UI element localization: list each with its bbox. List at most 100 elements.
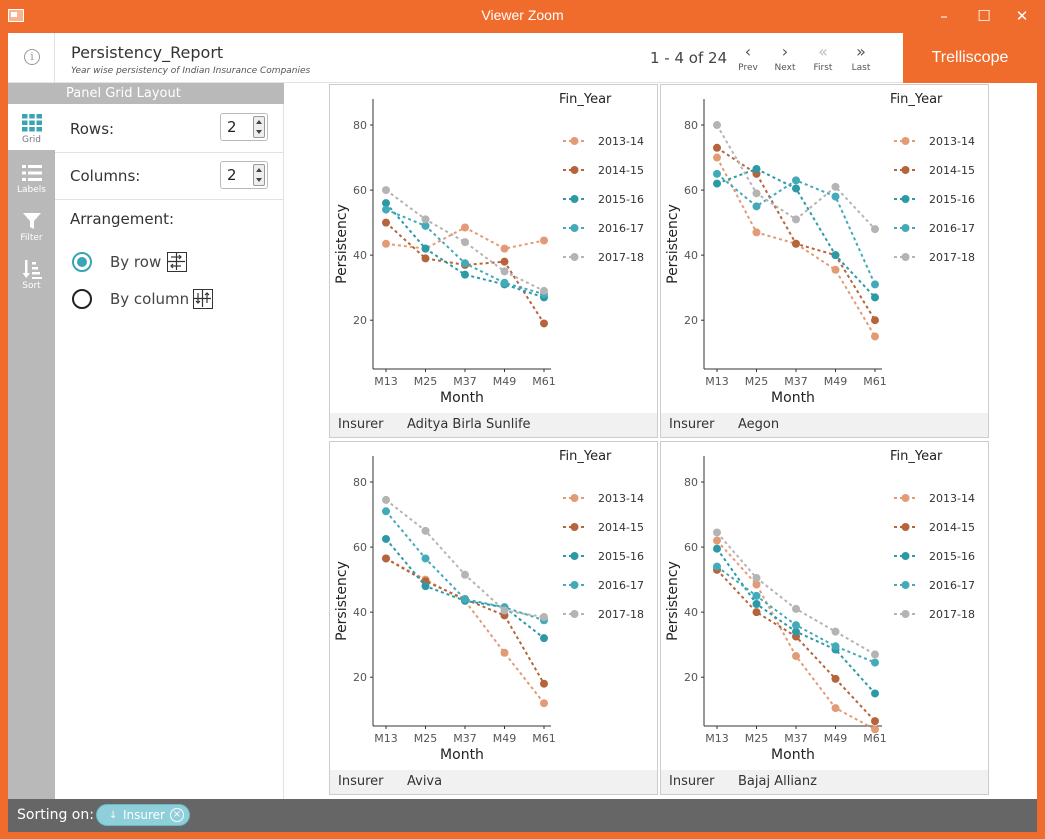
rows-stepper[interactable]	[253, 116, 265, 138]
legend-title: Fin_Year	[890, 92, 943, 107]
legend-entry: 2013-14	[598, 492, 644, 505]
legend-swatch-point	[901, 137, 910, 145]
sidebar-item-filter[interactable]: Filter	[8, 202, 55, 248]
data-point	[461, 595, 469, 604]
next-button[interactable]: › Next	[767, 41, 803, 81]
data-point	[421, 215, 430, 224]
data-point	[871, 316, 879, 325]
legend-entry: 2016-17	[598, 579, 644, 592]
rows-input[interactable]: 2	[220, 113, 268, 141]
x-axis-label: Month	[771, 747, 815, 763]
data-point	[752, 608, 761, 617]
panel-0[interactable]: 20 40 60 80 M13 M25 M37 M49 M61 Month Persistency F…	[329, 84, 658, 438]
data-point	[500, 278, 509, 287]
line-chart: 20 40 60 80 M13 M25 M37 M49 M61 Month Persistency F…	[665, 449, 975, 763]
series-line	[385, 557, 545, 704]
x-tick-label: M61	[532, 375, 556, 388]
panel-3[interactable]: 20 40 60 80 M13 M25 M37 M49 M61 Month Persistency F…	[660, 441, 989, 795]
x-axis-label: Month	[440, 390, 484, 406]
y-tick-label: 20	[353, 671, 367, 684]
panel-label-key: Insurer	[669, 417, 715, 432]
y-axis-label: Persistency	[334, 561, 350, 641]
by-row-label[interactable]: By row	[110, 253, 162, 271]
data-point	[792, 604, 800, 613]
by-column-radio[interactable]	[72, 289, 92, 309]
data-point	[421, 582, 430, 591]
y-axis-label: Persistency	[665, 561, 681, 641]
last-button[interactable]: » Last	[843, 41, 879, 81]
y-axis-label: Persistency	[665, 204, 681, 284]
sort-icon	[21, 258, 43, 280]
data-point	[461, 238, 469, 247]
panel-2[interactable]: 20 40 60 80 M13 M25 M37 M49 M61 Month Persistency F…	[329, 441, 658, 795]
info-icon[interactable]: i	[24, 49, 40, 65]
data-point	[831, 192, 840, 201]
first-label: First	[813, 63, 833, 73]
by-column-label[interactable]: By column	[110, 290, 190, 308]
close-button[interactable]: ✕	[1015, 7, 1029, 25]
data-point	[421, 244, 430, 253]
panel-grid: 20 40 60 80 M13 M25 M37 M49 M61 Month Persistency F…	[284, 84, 1037, 799]
divider	[55, 152, 283, 153]
legend-entry: 2013-14	[929, 492, 975, 505]
data-point	[831, 627, 840, 636]
data-point	[421, 221, 430, 230]
data-point	[382, 186, 390, 195]
sidebar-rail: Grid Labels Filter	[8, 104, 55, 799]
report-description: Year wise persistency of Indian Insuranc…	[71, 66, 311, 76]
prev-button[interactable]: ‹ Prev	[730, 41, 766, 81]
sidebar-item-labels[interactable]: Labels	[8, 154, 55, 200]
legend-entry: 2013-14	[598, 135, 644, 148]
sort-chip-insurer[interactable]: ↓ Insurer ×	[96, 804, 190, 826]
series-line	[716, 548, 876, 695]
legend-entry: 2017-18	[929, 251, 975, 264]
sort-direction-icon: ↓	[109, 810, 118, 821]
grid-icon	[21, 112, 43, 134]
divider	[55, 199, 283, 200]
first-button[interactable]: « First	[805, 41, 841, 81]
y-tick-label: 60	[684, 541, 698, 554]
panel-label: Insurer Aegon	[661, 413, 988, 437]
sidebar-item-grid[interactable]: Grid	[8, 104, 55, 150]
by-row-radio[interactable]	[72, 252, 92, 272]
data-point	[871, 225, 879, 234]
data-point	[871, 725, 879, 734]
columns-input[interactable]: 2	[220, 161, 268, 189]
data-point	[382, 495, 390, 504]
data-point	[540, 236, 548, 245]
panel-label-value: Aditya Birla Sunlife	[407, 417, 531, 432]
maximize-button[interactable]: ☐	[977, 7, 991, 25]
legend-title: Fin_Year	[559, 449, 612, 464]
legend-swatch-point	[901, 195, 910, 203]
remove-sort-icon[interactable]: ×	[170, 808, 184, 822]
legend-entry: 2015-16	[929, 550, 975, 563]
data-point	[382, 205, 390, 214]
legend-swatch-point	[570, 581, 579, 589]
legend-swatch-point	[901, 610, 910, 618]
data-point	[831, 704, 840, 713]
data-point	[871, 689, 879, 698]
sidebar-item-sort[interactable]: Sort	[8, 250, 55, 296]
window-frame-right	[1037, 33, 1045, 839]
y-tick-label: 40	[353, 606, 367, 619]
data-point	[792, 621, 800, 630]
sort-footer: Sorting on: ↓ Insurer ×	[8, 799, 1037, 832]
data-point	[540, 679, 548, 688]
panel-1[interactable]: 20 40 60 80 M13 M25 M37 M49 M61 Month Persistency F…	[660, 84, 989, 438]
data-point	[461, 570, 469, 579]
data-point	[421, 254, 430, 263]
data-point	[500, 244, 509, 253]
legend-entry: 2014-15	[598, 521, 644, 534]
sidebar-label-grid: Grid	[22, 135, 41, 145]
legend-swatch-point	[901, 166, 910, 174]
x-tick-label: M37	[784, 732, 808, 745]
panel-label-value: Aviva	[407, 774, 443, 789]
report-title: Persistency_Report	[71, 43, 224, 62]
columns-stepper[interactable]	[253, 164, 265, 186]
data-point	[382, 534, 390, 543]
minimize-button[interactable]: –	[940, 7, 948, 25]
x-tick-label: M37	[784, 375, 808, 388]
x-tick-label: M49	[824, 732, 848, 745]
data-point	[540, 634, 548, 643]
y-tick-label: 60	[353, 541, 367, 554]
